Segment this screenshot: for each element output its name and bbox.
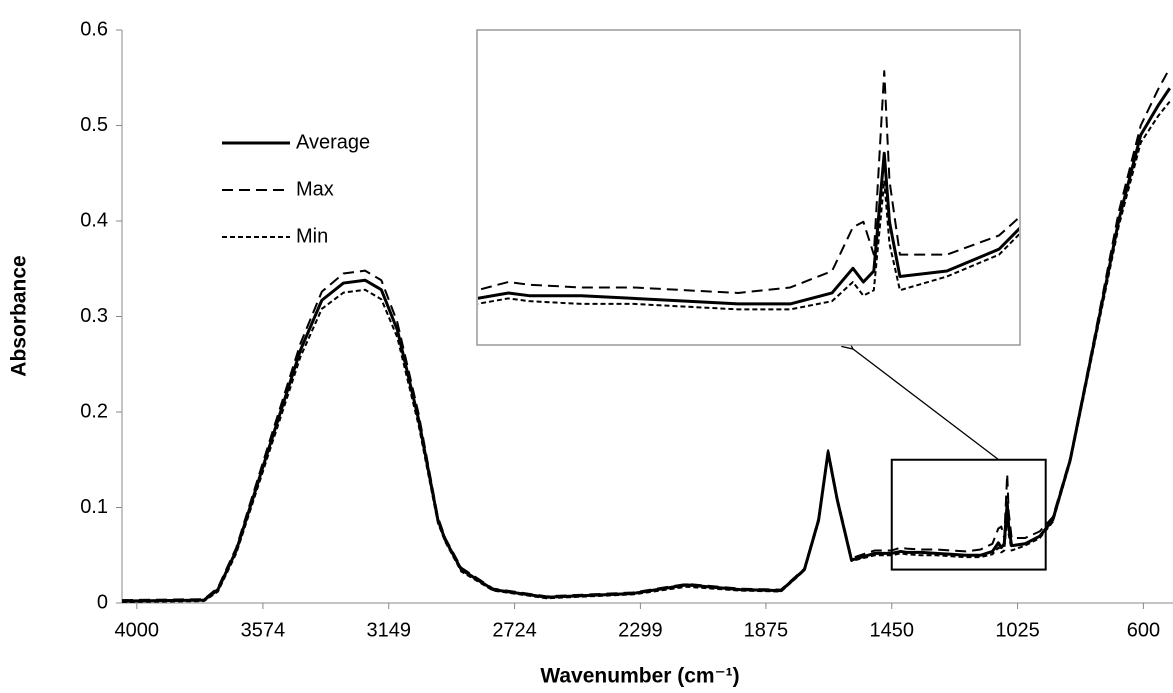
legend-label: Max <box>296 178 334 200</box>
x-axis-title: Wavenumber (cm⁻¹) <box>540 665 739 688</box>
legend-label: Average <box>296 131 370 153</box>
y-tick-label: 0.3 <box>80 305 108 327</box>
zoom-arrow <box>853 349 1000 461</box>
y-tick-label: 0.1 <box>80 496 108 518</box>
y-tick-label: 0.2 <box>80 400 108 422</box>
inset-plot <box>478 70 1019 311</box>
x-tick-label: 4000 <box>115 619 160 641</box>
zoom-box <box>890 458 1047 571</box>
y-tick-label: 0.6 <box>80 18 108 40</box>
legend: Average Max Min <box>222 131 370 247</box>
x-tick-label: 2724 <box>492 619 537 641</box>
y-axis-title: Absorbance <box>8 255 31 376</box>
x-tick-label: 1450 <box>869 619 914 641</box>
x-tick-label: 1025 <box>995 619 1040 641</box>
x-tick-label: 2299 <box>618 619 663 641</box>
inset-frame <box>476 29 1021 346</box>
y-tick-label: 0 <box>97 591 108 613</box>
series-line <box>122 100 1171 604</box>
x-tick-label: 3149 <box>366 619 411 641</box>
y-tick-label: 0.4 <box>80 209 108 231</box>
x-tick-label: 3574 <box>241 619 286 641</box>
x-tick-label: 1875 <box>744 619 789 641</box>
inset-series-line <box>478 151 1019 306</box>
series-line <box>122 67 1171 602</box>
legend-label: Min <box>296 225 328 247</box>
plot-area <box>122 67 1171 604</box>
inset-series-line <box>478 70 1019 294</box>
x-tick-label: 600 <box>1127 619 1160 641</box>
y-tick-label: 0.5 <box>80 114 108 136</box>
